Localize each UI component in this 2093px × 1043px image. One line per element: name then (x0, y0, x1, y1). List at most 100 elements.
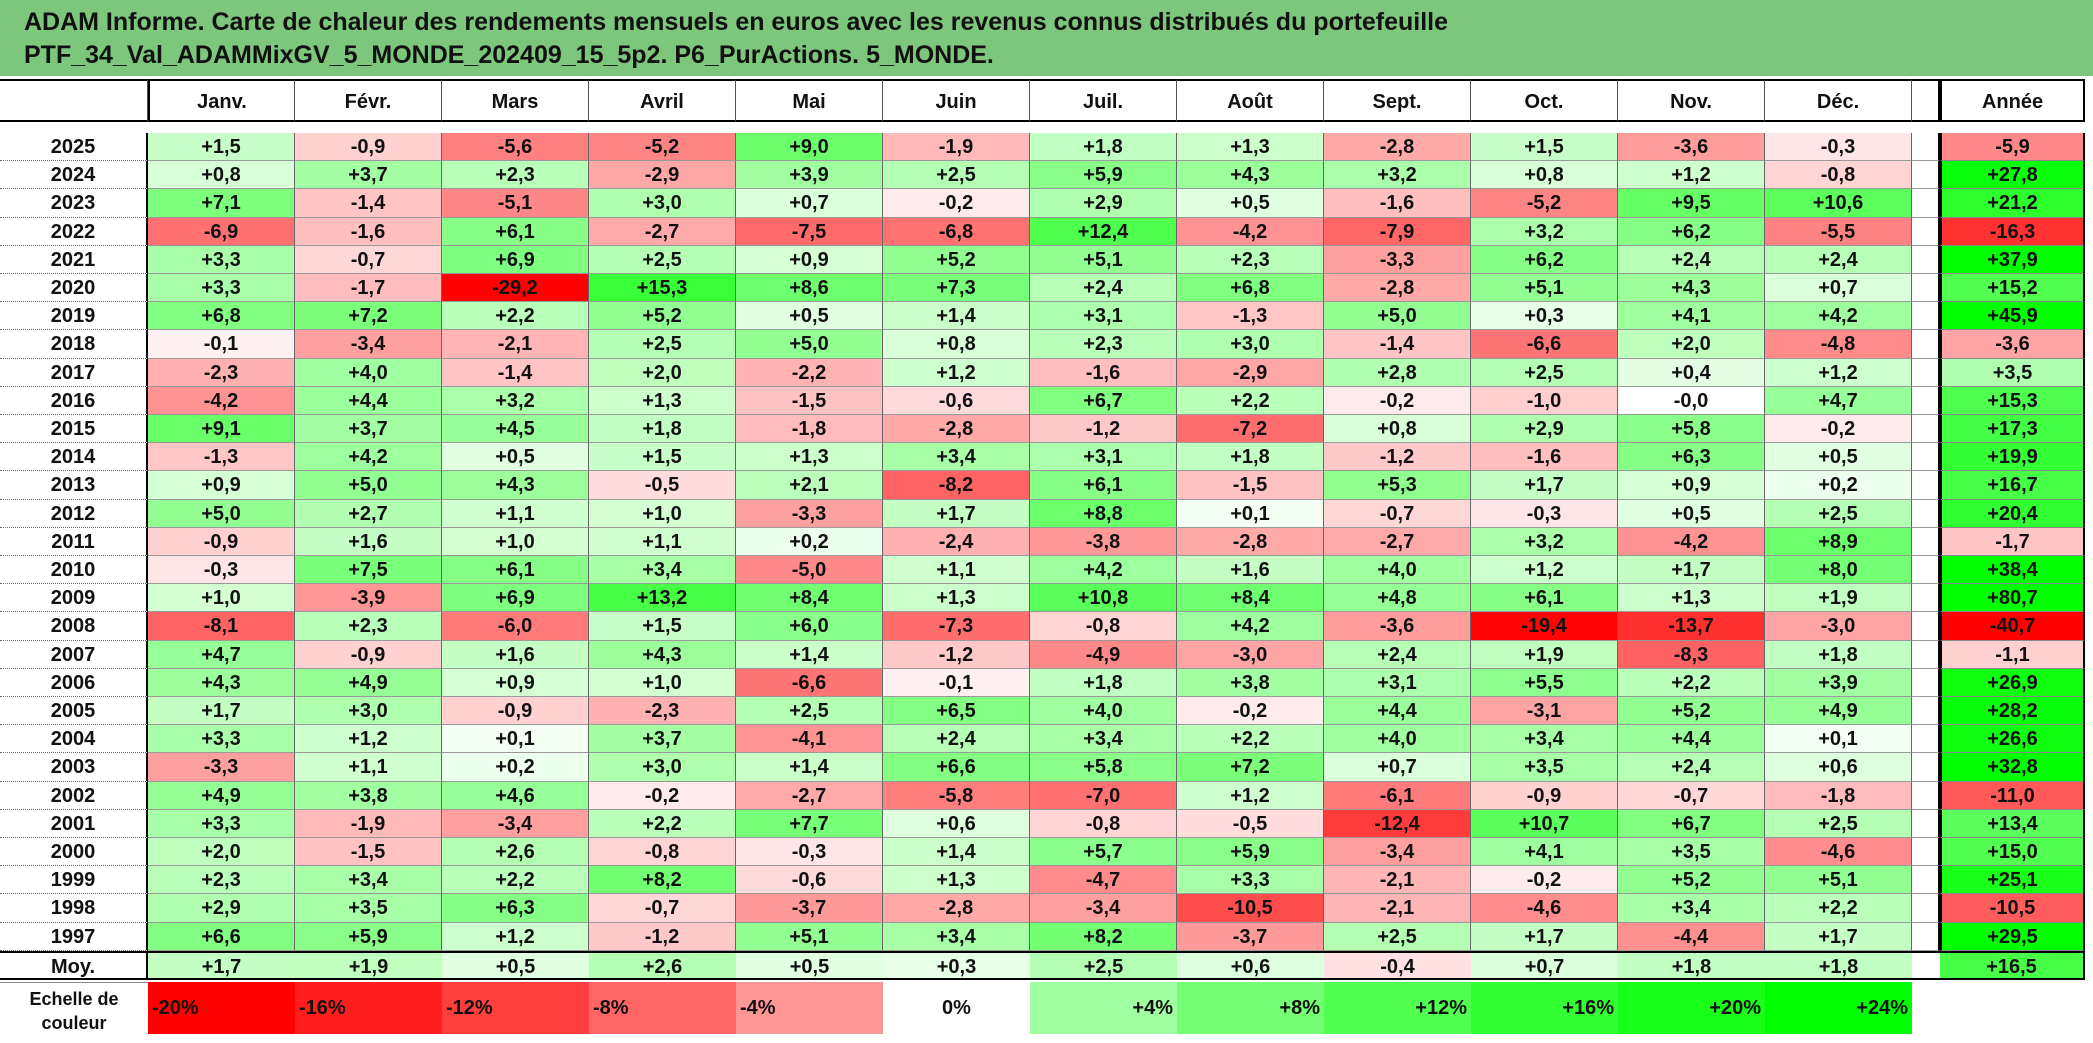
gap-cell (1912, 499, 1940, 528)
gap-cell (1912, 189, 1940, 218)
gap-cell (1912, 640, 1940, 669)
heatmap-cell: +2,4 (1765, 245, 1912, 274)
heatmap-cell: -4,9 (1030, 640, 1177, 669)
gap-cell (1912, 556, 1940, 585)
heatmap-cell: +1,5 (148, 133, 295, 162)
average-cell: +0,7 (1471, 950, 1618, 980)
heatmap-cell: +2,2 (442, 302, 589, 331)
heatmap-cell: -2,8 (1324, 133, 1471, 162)
heatmap-cell: +4,9 (148, 781, 295, 810)
heatmap-cell: -1,9 (883, 133, 1030, 162)
heatmap-cell: +5,2 (589, 302, 736, 331)
heatmap-cell: -0,3 (1471, 499, 1618, 528)
annual-cell: -40,7 (1940, 612, 2085, 641)
heatmap-cell: +5,2 (1618, 697, 1765, 726)
heatmap-cell: +1,5 (589, 612, 736, 641)
heatmap-cell: -6,0 (442, 612, 589, 641)
heatmap-cell: +3,4 (883, 922, 1030, 951)
heatmap-cell: +2,0 (589, 358, 736, 387)
column-header-1: Janv. (148, 79, 295, 122)
heatmap-cell: +2,2 (1177, 386, 1324, 415)
heatmap-cell: +2,5 (1324, 922, 1471, 951)
heatmap-cell: +4,4 (1618, 725, 1765, 754)
heatmap-cell: +1,2 (295, 725, 442, 754)
heatmap-cell: +3,4 (883, 443, 1030, 472)
heatmap-cell: +6,8 (148, 302, 295, 331)
scale-swatch: +8% (1177, 981, 1324, 1034)
average-label: Moy. (0, 950, 148, 980)
heatmap-cell: +6,3 (1618, 443, 1765, 472)
column-header-3: Mars (442, 79, 589, 122)
heatmap-cell: -4,2 (1177, 217, 1324, 246)
average-cell: -0,4 (1324, 950, 1471, 980)
heatmap-cell: -3,7 (1177, 922, 1324, 951)
gap-cell (1912, 217, 1940, 246)
average-cell: +1,9 (295, 950, 442, 980)
heatmap-cell: -0,2 (883, 189, 1030, 218)
heatmap-cell: -0,5 (589, 471, 736, 500)
heatmap-cell: +6,1 (1030, 471, 1177, 500)
heatmap-cell: -2,1 (1324, 894, 1471, 923)
heatmap-cell: +6,6 (148, 922, 295, 951)
year-label: 2024 (0, 161, 148, 190)
heatmap-cell: -2,8 (1177, 527, 1324, 556)
heatmap-cell: +3,1 (1324, 668, 1471, 697)
heatmap-cell: +3,2 (1324, 161, 1471, 190)
heatmap-cell: +0,6 (883, 809, 1030, 838)
heatmap-cell: +3,2 (1471, 527, 1618, 556)
heatmap-cell: +8,0 (1765, 556, 1912, 585)
annual-cell: +27,8 (1940, 161, 2085, 190)
heatmap-cell: +6,7 (1618, 809, 1765, 838)
heatmap-cell: +3,3 (148, 274, 295, 303)
annual-cell: +38,4 (1940, 556, 2085, 585)
heatmap-cell: +9,5 (1618, 189, 1765, 218)
heatmap-cell: -3,4 (295, 330, 442, 359)
gap-cell (1912, 358, 1940, 387)
heatmap-cell: +2,4 (1618, 753, 1765, 782)
heatmap-cell: +6,2 (1471, 245, 1618, 274)
heatmap-cell: +8,9 (1765, 527, 1912, 556)
scale-swatch: -8% (589, 981, 736, 1034)
heatmap-cell: -0,2 (1324, 386, 1471, 415)
heatmap-cell: +4,0 (1324, 725, 1471, 754)
year-label: 2016 (0, 386, 148, 415)
average-cell: +0,5 (442, 950, 589, 980)
heatmap-cell: +0,2 (736, 527, 883, 556)
heatmap-table: Janv. Févr. Mars Avril Mai Juin Juil. Août Sept.… (0, 76, 2093, 1043)
heatmap-cell: +3,0 (1177, 330, 1324, 359)
heatmap-cell: -1,2 (589, 922, 736, 951)
heatmap-cell: -1,6 (295, 217, 442, 246)
heatmap-cell: -1,4 (442, 358, 589, 387)
heatmap-cell: -2,8 (883, 415, 1030, 444)
heatmap-cell: +1,5 (1471, 133, 1618, 162)
heatmap-cell: -3,1 (1471, 697, 1618, 726)
heatmap-cell: +2,0 (148, 838, 295, 867)
year-label: 2002 (0, 781, 148, 810)
heatmap-cell: +2,6 (442, 838, 589, 867)
heatmap-cell: -2,3 (589, 697, 736, 726)
heatmap-cell: +9,1 (148, 415, 295, 444)
annual-cell: +20,4 (1940, 499, 2085, 528)
heatmap-cell: +4,2 (1030, 556, 1177, 585)
heatmap-cell: +0,9 (442, 668, 589, 697)
heatmap-cell: +4,2 (295, 443, 442, 472)
annual-cell: +3,5 (1940, 358, 2085, 387)
heatmap-cell: -3,6 (1324, 612, 1471, 641)
scale-swatch: +4% (1030, 981, 1177, 1034)
heatmap-cell: -0,9 (148, 527, 295, 556)
gap-cell (1912, 133, 1940, 162)
heatmap-cell: -1,8 (736, 415, 883, 444)
annual-cell: -10,5 (1940, 894, 2085, 923)
heatmap-cell: +3,1 (1030, 302, 1177, 331)
heatmap-cell: +1,2 (1471, 556, 1618, 585)
column-header-7: Juil. (1030, 79, 1177, 122)
heatmap-cell: -2,7 (736, 781, 883, 810)
heatmap-cell: +1,3 (589, 386, 736, 415)
heatmap-cell: +0,9 (148, 471, 295, 500)
heatmap-cell: -4,6 (1765, 838, 1912, 867)
year-label: 2010 (0, 556, 148, 585)
heatmap-cell: +8,4 (736, 584, 883, 613)
year-label: 2019 (0, 302, 148, 331)
heatmap-cell: -3,0 (1177, 640, 1324, 669)
heatmap-cell: +3,8 (295, 781, 442, 810)
